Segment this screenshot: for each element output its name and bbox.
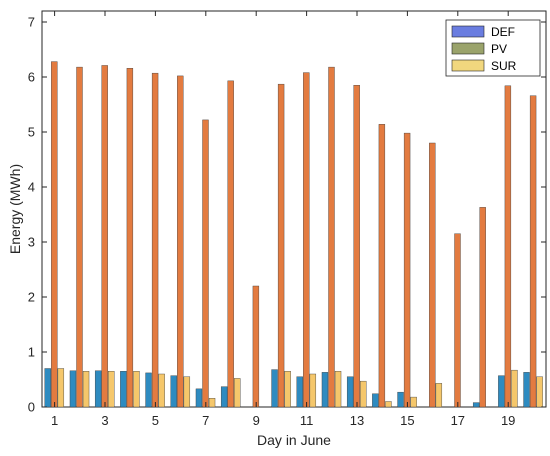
bar-sur-day-16 <box>435 383 443 408</box>
x-axis: 1 3 5 7 9 11 13 15 17 19 <box>51 11 515 428</box>
bar-def-day-4 <box>120 371 127 408</box>
bar-pv-day-10 <box>277 83 285 408</box>
legend-label-sur: SUR <box>491 59 517 73</box>
bar-def-day-10 <box>271 369 278 408</box>
y-tick-label: 1 <box>28 345 35 360</box>
bar-pv-day-11 <box>303 72 310 408</box>
bar-sur-day-4 <box>133 371 140 408</box>
x-tick-label: 17 <box>451 413 465 428</box>
x-tick-label: 11 <box>300 413 314 428</box>
plot-area <box>41 10 547 408</box>
bar-sur-day-8 <box>234 378 241 408</box>
bar-sur-day-14 <box>385 401 392 408</box>
bar-sur-day-15 <box>410 396 417 408</box>
bar-sur-day-6 <box>183 376 191 408</box>
y-axis-label: Energy (MWh) <box>7 164 23 254</box>
bar-pv-day-2 <box>76 66 83 408</box>
legend-label-def: DEF <box>491 25 515 39</box>
bar-def-day-5 <box>145 372 152 408</box>
bar-pv-day-3 <box>101 65 108 408</box>
bar-pv-day-5 <box>151 72 159 408</box>
bar-pv-day-6 <box>177 75 184 408</box>
x-tick-label: 19 <box>501 413 515 428</box>
bar-def-day-13 <box>346 376 354 408</box>
bar-sur-day-13 <box>360 380 367 408</box>
bar-def-day-19 <box>498 375 505 408</box>
legend-swatch-sur <box>451 59 485 72</box>
y-tick-label: 3 <box>28 235 35 250</box>
bar-pv-day-18 <box>479 207 486 408</box>
bar-sur-day-1 <box>57 368 65 408</box>
x-tick-label: 13 <box>350 413 364 428</box>
x-axis-label: Day in June <box>257 432 331 448</box>
y-axis: 0 1 2 3 4 5 6 7 <box>28 15 546 415</box>
y-tick-label: 0 <box>28 400 35 415</box>
bar-sur-day-5 <box>158 373 165 408</box>
x-tick-label: 1 <box>51 413 58 428</box>
bar-pv-day-12 <box>328 66 335 408</box>
y-tick-label: 4 <box>28 180 35 195</box>
bar-def-day-11 <box>296 376 303 408</box>
bar-pv-day-16 <box>429 142 436 408</box>
bar-def-day-7 <box>195 388 203 408</box>
bar-pv-day-9 <box>252 285 260 408</box>
bar-pv-day-1 <box>51 61 58 408</box>
bar-pv-day-14 <box>378 124 386 408</box>
bar-def-day-12 <box>321 372 329 408</box>
legend-label-pv: PV <box>491 42 507 56</box>
y-tick-label: 6 <box>28 70 35 85</box>
legend: DEF PV SUR <box>445 19 541 77</box>
bar-pv-day-8 <box>227 80 234 408</box>
bar-def-day-18 <box>472 402 480 408</box>
bar-pv-day-7 <box>202 119 209 408</box>
bar-pv-day-17 <box>454 233 461 408</box>
bar-def-day-20 <box>523 372 530 408</box>
x-tick-label: 7 <box>202 413 209 428</box>
x-tick-label: 3 <box>101 413 108 428</box>
bar-def-day-1 <box>44 368 51 408</box>
bar-def-day-15 <box>397 391 404 408</box>
y-tick-label: 5 <box>28 125 35 140</box>
bar-sur-day-20 <box>536 376 543 408</box>
bar-sur-day-12 <box>334 371 342 408</box>
bar-def-day-3 <box>94 370 102 408</box>
legend-swatch-pv <box>451 42 485 55</box>
bar-sur-day-11 <box>309 373 317 408</box>
bar-def-day-14 <box>372 393 379 408</box>
legend-swatch-def <box>451 25 485 38</box>
x-tick-label: 15 <box>400 413 414 428</box>
bars-group <box>44 61 543 408</box>
y-tick-label: 7 <box>28 15 35 30</box>
bar-pv-day-20 <box>529 95 537 408</box>
bar-sur-day-19 <box>511 369 518 408</box>
bar-pv-day-19 <box>504 85 512 408</box>
bar-def-day-8 <box>220 386 228 408</box>
bar-sur-day-7 <box>208 398 216 408</box>
bar-pv-day-13 <box>353 85 360 408</box>
bar-pv-day-4 <box>126 67 134 408</box>
y-tick-label: 2 <box>28 290 35 305</box>
bar-sur-day-2 <box>82 371 90 408</box>
bar-def-day-6 <box>170 375 177 408</box>
bar-def-day-2 <box>69 370 77 408</box>
x-tick-label: 5 <box>152 413 159 428</box>
bar-sur-day-3 <box>108 371 115 408</box>
bar-sur-day-10 <box>284 371 291 408</box>
bar-pv-day-15 <box>403 132 411 408</box>
x-tick-label: 9 <box>253 413 260 428</box>
